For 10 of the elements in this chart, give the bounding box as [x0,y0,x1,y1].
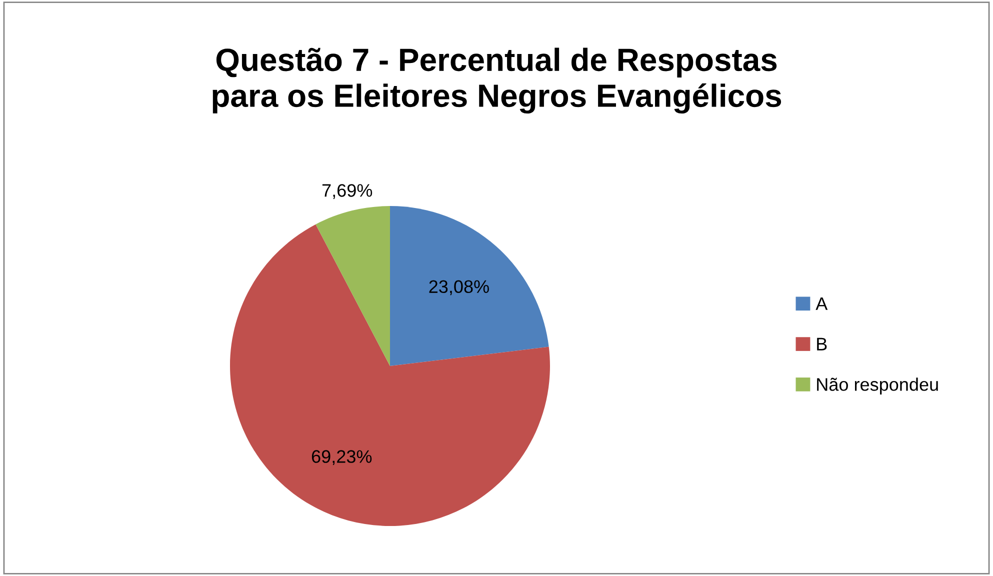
data-label: 69,23% [312,450,372,466]
data-label: 7,69% [322,184,372,199]
chart-title: Questão 7 - Percentual de Respostas para os Eleitores Negros Evangélicos [212,48,782,114]
pie-slice [316,206,390,366]
pie-slice [230,224,550,526]
data-label: 23,08% [429,280,489,296]
legend-label: B [817,338,827,350]
pie-slice [390,206,549,366]
legend-label: A [816,297,828,310]
legend-label: Não respondeu [817,378,938,394]
